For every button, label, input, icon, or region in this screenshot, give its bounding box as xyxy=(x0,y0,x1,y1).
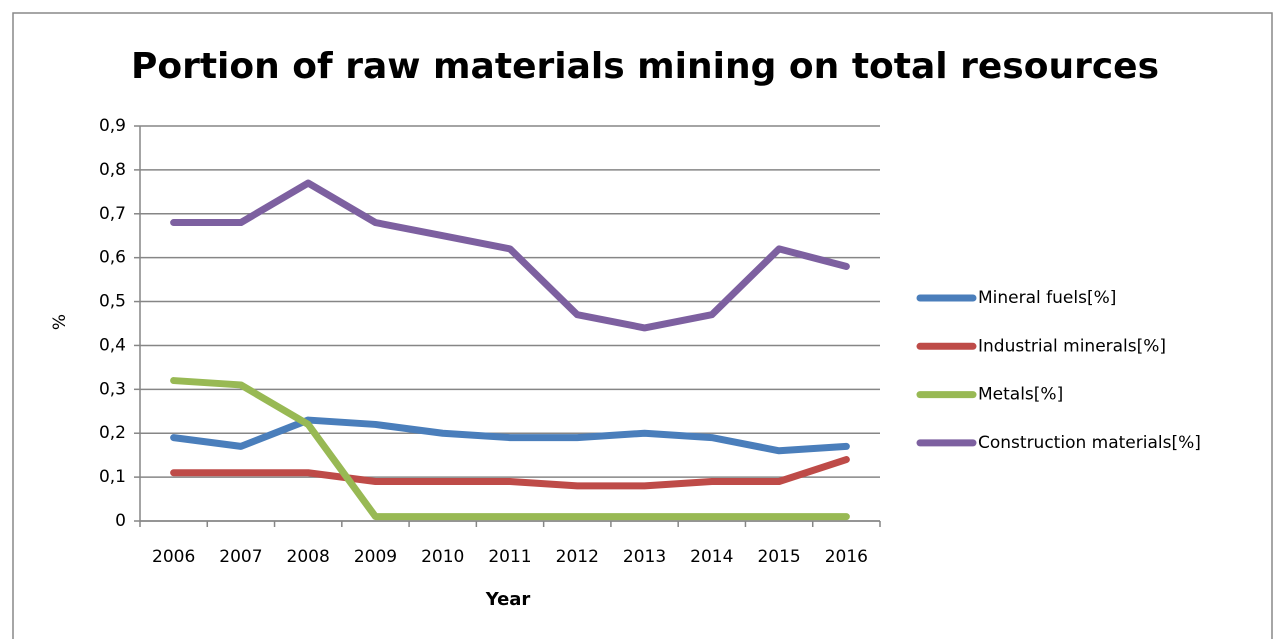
x-tick-label: 2012 xyxy=(556,547,599,567)
legend-label: Metals[%] xyxy=(978,385,1063,405)
x-tick-label: 2015 xyxy=(757,547,800,567)
legend-label: Construction materials[%] xyxy=(978,433,1201,453)
x-tick-label: 2007 xyxy=(219,547,262,567)
y-tick-label: 0,5 xyxy=(99,292,126,312)
y-tick-label: 0 xyxy=(115,511,126,531)
series-line xyxy=(170,416,850,455)
y-tick-label: 0,8 xyxy=(99,160,126,180)
x-tick-label: 2013 xyxy=(623,547,666,567)
series-line xyxy=(170,377,850,521)
x-tick-label: 2011 xyxy=(488,547,531,567)
x-tick-label: 2008 xyxy=(287,547,330,567)
y-tick-label: 0,3 xyxy=(99,379,126,399)
y-axis-title: % xyxy=(50,314,70,330)
legend-label: Mineral fuels[%] xyxy=(978,288,1116,308)
series-line xyxy=(170,179,850,332)
y-tick-label: 0,9 xyxy=(99,116,126,136)
y-tick-label: 0,6 xyxy=(99,248,126,268)
y-tick-label: 0,1 xyxy=(99,467,126,487)
y-tick-label: 0,2 xyxy=(99,423,126,443)
x-tick-label: 2014 xyxy=(690,547,733,567)
x-tick-label: 2006 xyxy=(152,547,195,567)
x-axis-title: Year xyxy=(485,589,531,610)
chart-title: Portion of raw materials mining on total… xyxy=(131,46,1159,87)
x-tick-label: 2009 xyxy=(354,547,397,567)
y-tick-label: 0,7 xyxy=(99,204,126,224)
legend-label: Industrial minerals[%] xyxy=(978,336,1166,356)
x-tick-label: 2016 xyxy=(825,547,868,567)
series-line xyxy=(170,456,850,490)
x-tick-label: 2010 xyxy=(421,547,464,567)
y-tick-label: 0,4 xyxy=(99,335,126,355)
